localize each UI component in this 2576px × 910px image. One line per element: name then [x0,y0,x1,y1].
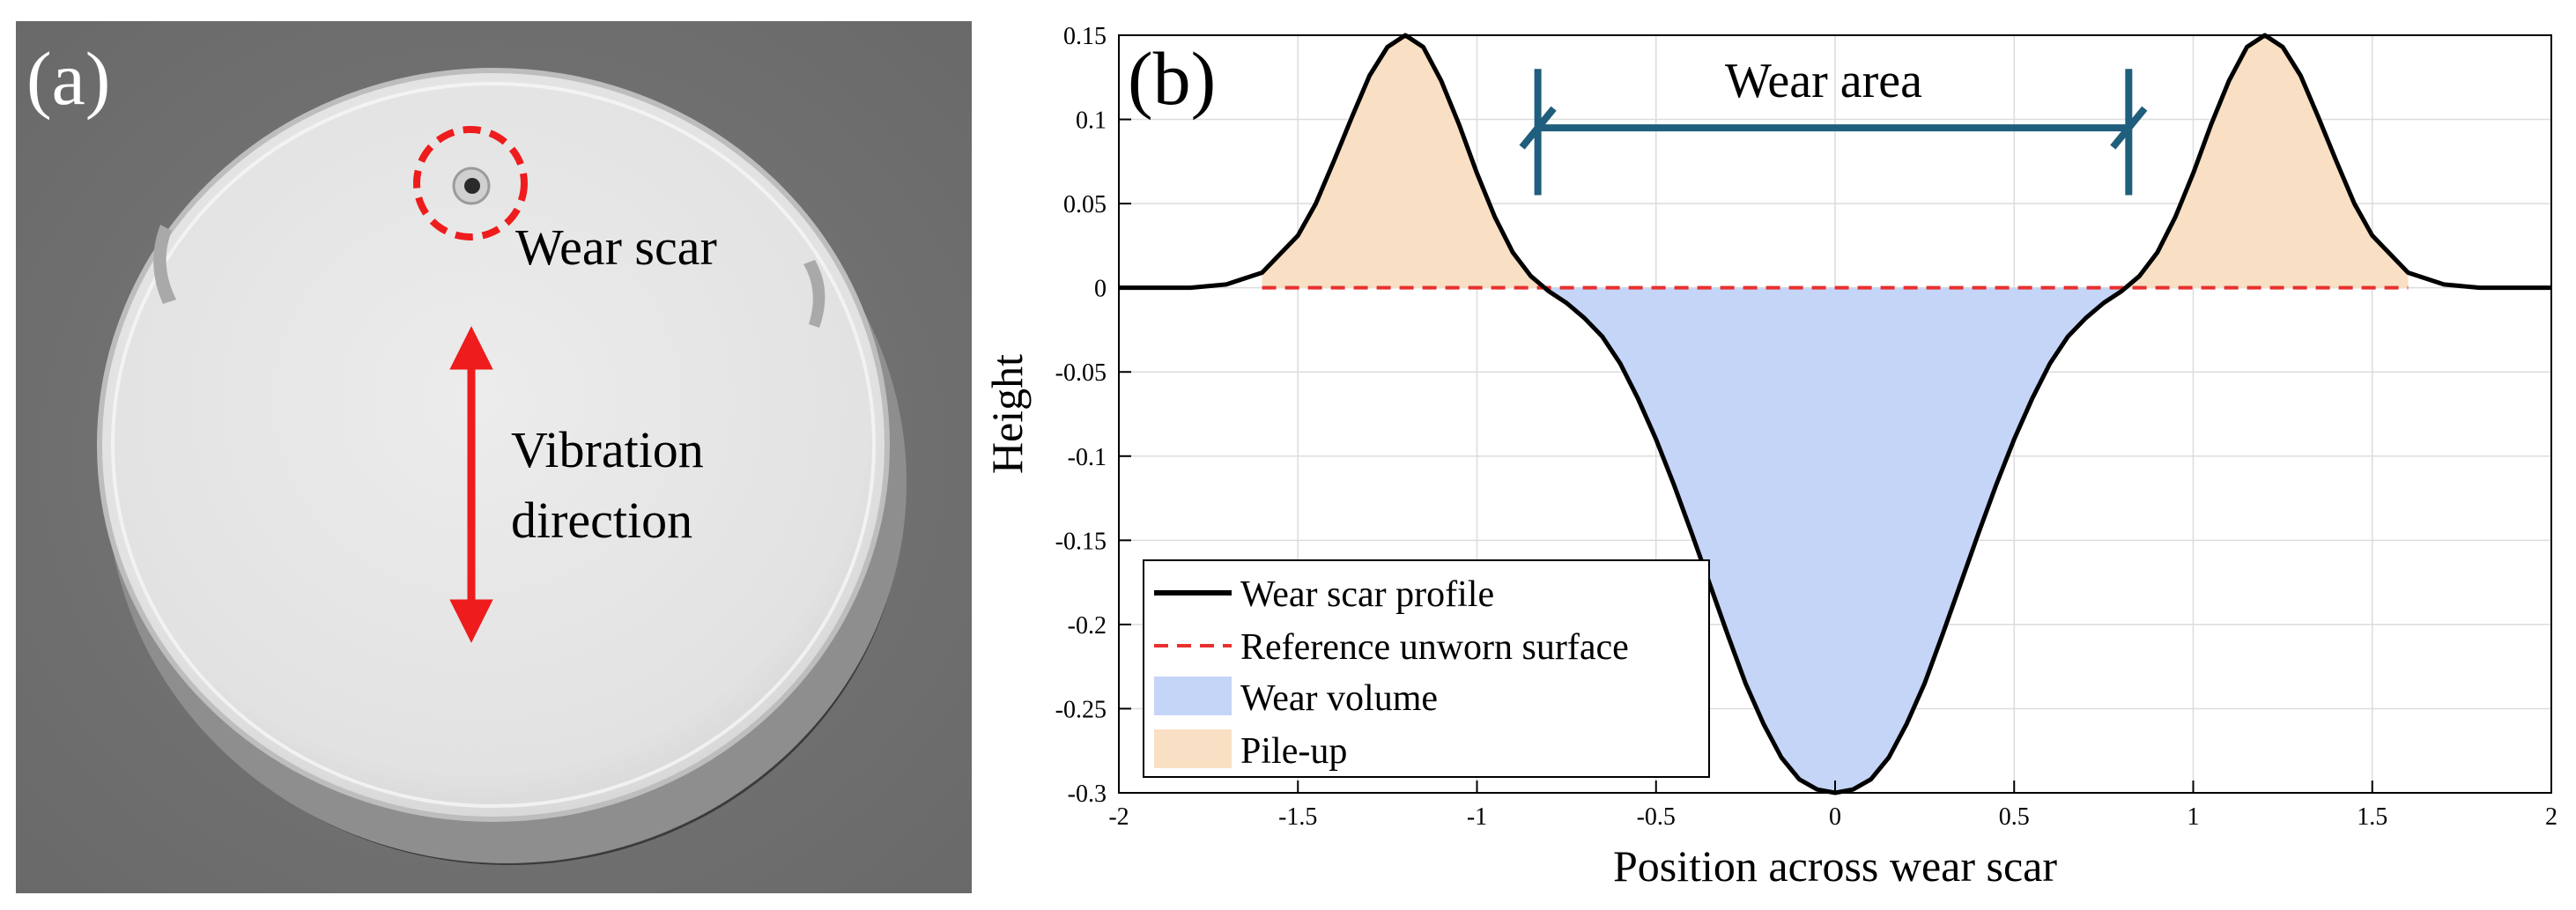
legend: Wear scar profile Reference unworn surfa… [1143,559,1710,778]
wear-scar-circle [413,126,528,240]
panel-a-label: (a) [26,36,110,121]
wear-volume-region [1541,285,2129,793]
y-tick-label: -0.1 [1068,444,1107,471]
axis-ticks: -2 -1.5 -1 -0.5 0 0.5 1 1.5 2 0.15 0.1 0.05 0 -0.05 -0… [1055,23,2557,831]
panel-b-chart: -2 -1.5 -1 -0.5 0 0.5 1 1.5 2 0.15 0.1 0.05 0 -0.05 -0… [982,23,2557,891]
y-tick-label: -0.15 [1055,528,1107,555]
y-tick-label: 0.15 [1063,23,1107,50]
x-tick-label: -1.5 [1278,803,1317,831]
y-tick-label: -0.3 [1068,781,1107,808]
y-tick-label: 0.1 [1076,107,1107,135]
legend-entry-profile: Wear scar profile [1240,574,1494,615]
legend-box [1143,559,1710,778]
legend-entry-wear-volume: Wear volume [1240,678,1438,719]
wear-scar-pit [464,178,480,194]
wear-area-bracket [1519,69,2148,196]
y-tick-label: 0.05 [1063,191,1107,218]
y-tick-label: -0.25 [1055,696,1107,723]
legend-swatch-wear-volume [1154,677,1232,715]
coin-notch-left [153,225,176,304]
x-axis-label: Position across wear scar [1613,841,2057,891]
coin-rim-highlight [111,82,876,808]
x-tick-label: 2 [2545,803,2557,831]
coin-top-face [97,68,890,822]
x-tick-label: 1.5 [2357,803,2387,831]
legend-swatch-pile-up [1154,729,1232,768]
vibration-label-line2: direction [511,492,692,549]
x-tick-label: 0 [1829,803,1841,831]
panel-b-label: (b) [1128,36,1216,121]
x-tick-label: -0.5 [1637,803,1676,831]
coin-notch-right [803,260,825,328]
wear-scar-label: Wear scar [515,218,717,276]
fill-regions [1262,35,2409,793]
x-tick-label: -1 [1467,803,1487,831]
x-tick-label: -2 [1108,803,1129,831]
y-tick-label: 0 [1094,276,1107,303]
y-axis-label: Height [982,354,1032,474]
pile-up-region [2128,35,2409,288]
panel-a-photo: (a) Wear scar Vibration direction [16,21,972,893]
y-tick-label: -0.05 [1055,359,1107,387]
legend-entry-reference: Reference unworn surface [1240,627,1629,668]
wear-area-slash [1519,106,1557,150]
wear-area-slash [2110,106,2148,150]
x-tick-label: 1 [2187,803,2200,831]
pile-up-region [1262,35,1542,288]
vibration-label-line1: Vibration [511,421,704,478]
legend-entry-pile-up: Pile-up [1240,731,1347,772]
x-tick-label: 0.5 [1999,803,2030,831]
y-tick-label: -0.2 [1068,612,1107,640]
wear-area-label: Wear area [1725,54,1922,108]
